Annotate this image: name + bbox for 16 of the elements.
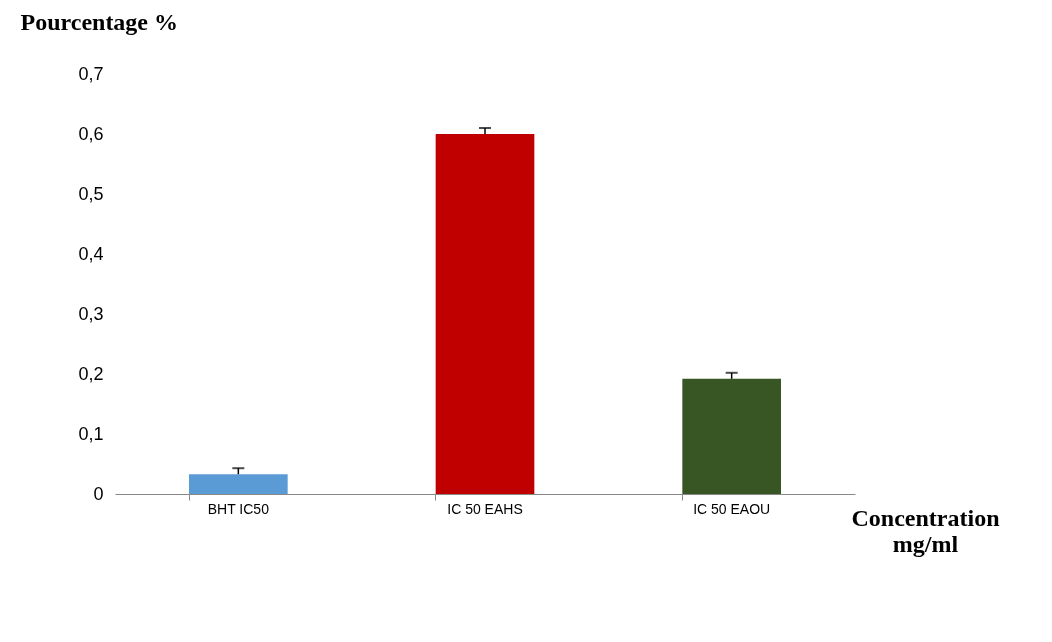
x-tick-label: BHT IC50	[207, 500, 270, 517]
y-tick-label: 0	[93, 483, 104, 504]
y-tick-label: 0,6	[78, 123, 104, 144]
x-tick-label: IC 50 EAOU	[693, 500, 771, 517]
x-tick-label: IC 50 EAHS	[447, 500, 523, 517]
y-tick-label: 0,4	[78, 243, 104, 264]
bar	[189, 474, 288, 494]
y-axis-title: Pourcentage %	[20, 8, 179, 35]
x-axis-title: Concentration mg/ml	[851, 504, 1000, 557]
y-tick-label: 0,7	[78, 63, 104, 84]
bar	[435, 134, 535, 494]
y-tick-label: 0,3	[78, 303, 104, 324]
y-tick-label: 0,5	[78, 183, 104, 204]
y-tick-label: 0,2	[78, 363, 104, 384]
y-tick-label: 0,1	[78, 423, 104, 444]
bar	[682, 378, 781, 494]
